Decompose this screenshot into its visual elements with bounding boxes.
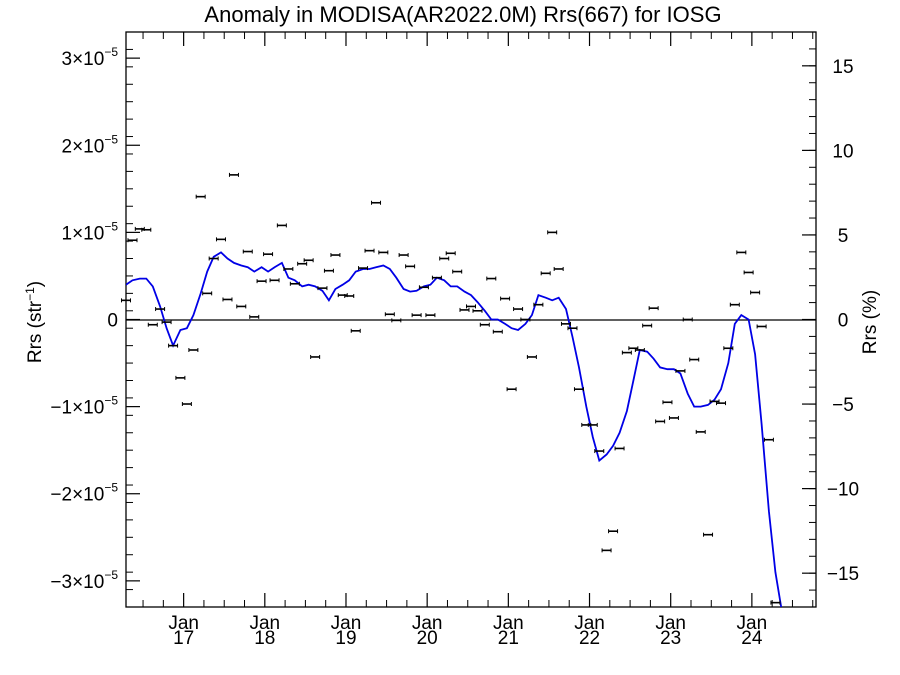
x-tick-month: Jan — [331, 613, 362, 634]
y-axis-label-sup: −1 — [23, 287, 37, 301]
y-tick-mantissa: 2×10 — [62, 136, 105, 157]
y2-tick-label: 15 — [832, 57, 853, 78]
y2-tick-label: −15 — [827, 564, 859, 585]
x-tick-month: Jan — [737, 613, 768, 634]
x-tick-year: 21 — [498, 628, 519, 649]
y-tick-label: −3×10−5 — [50, 568, 118, 593]
y-tick-exponent: −5 — [104, 481, 118, 495]
y-tick-exponent: −5 — [104, 45, 118, 59]
x-tick-month: Jan — [168, 613, 199, 634]
y-tick-label: 2×10−5 — [62, 132, 119, 157]
series-line-group — [126, 251, 783, 607]
x-tick-month: Jan — [574, 613, 605, 634]
y-axis-right: 15 10 5 0 −5 −10 −15 — [802, 57, 859, 585]
y-axis-label-close: ) — [25, 281, 46, 287]
x-tick-month: Jan — [412, 613, 443, 634]
x-tick-year: 17 — [173, 628, 194, 649]
x-tick-year: 22 — [579, 628, 600, 649]
y2-tick-label: 0 — [838, 311, 849, 332]
y-axis-label-right: Rrs (%) — [860, 290, 881, 354]
y2-tick-label: 10 — [832, 141, 853, 162]
x-tick-month: Jan — [493, 613, 524, 634]
y-tick-mantissa: −1×10 — [50, 398, 104, 419]
y-tick-label: −2×10−5 — [50, 481, 118, 506]
x-tick-month: Jan — [249, 613, 280, 634]
y-tick-mantissa: −3×10 — [50, 572, 104, 593]
y2-tick-label: −5 — [832, 395, 854, 416]
x-tick-month: Jan — [655, 613, 686, 634]
y-axis-left: 3×10−52×10−51×10−50−1×10−5−2×10−5−3×10−5 — [50, 45, 140, 593]
y-tick-mantissa: 1×10 — [62, 223, 105, 244]
y-tick-label: 3×10−5 — [62, 45, 119, 70]
x-tick-year: 24 — [741, 628, 763, 649]
y2-tick-label: −10 — [827, 480, 859, 501]
y-axis-label-left: Rrs (str−1) — [23, 281, 46, 363]
y-axis-label-text: Rrs (str — [25, 300, 46, 363]
y-tick-mantissa: −2×10 — [50, 485, 104, 506]
chart-title: Anomaly in MODISA(AR2022.0M) Rrs(667) fo… — [204, 2, 721, 27]
y-tick-exponent: −5 — [104, 394, 118, 408]
y-tick-exponent: −5 — [104, 132, 118, 146]
y-tick-label: 1×10−5 — [62, 219, 119, 244]
x-tick-year: 23 — [660, 628, 681, 649]
x-tick-year: 19 — [335, 628, 356, 649]
x-tick-year: 18 — [254, 628, 275, 649]
y-tick-exponent: −5 — [104, 568, 118, 582]
anomaly-line-series — [126, 251, 783, 607]
y2-tick-label: 5 — [838, 226, 849, 247]
y-tick-exponent: −5 — [104, 219, 118, 233]
y-tick-label: 0 — [107, 311, 118, 332]
series-points-group — [121, 172, 781, 605]
y-tick-mantissa: 0 — [107, 311, 118, 332]
y-tick-label: −1×10−5 — [50, 394, 118, 419]
y-tick-mantissa: 3×10 — [62, 49, 105, 70]
x-tick-year: 20 — [417, 628, 438, 649]
